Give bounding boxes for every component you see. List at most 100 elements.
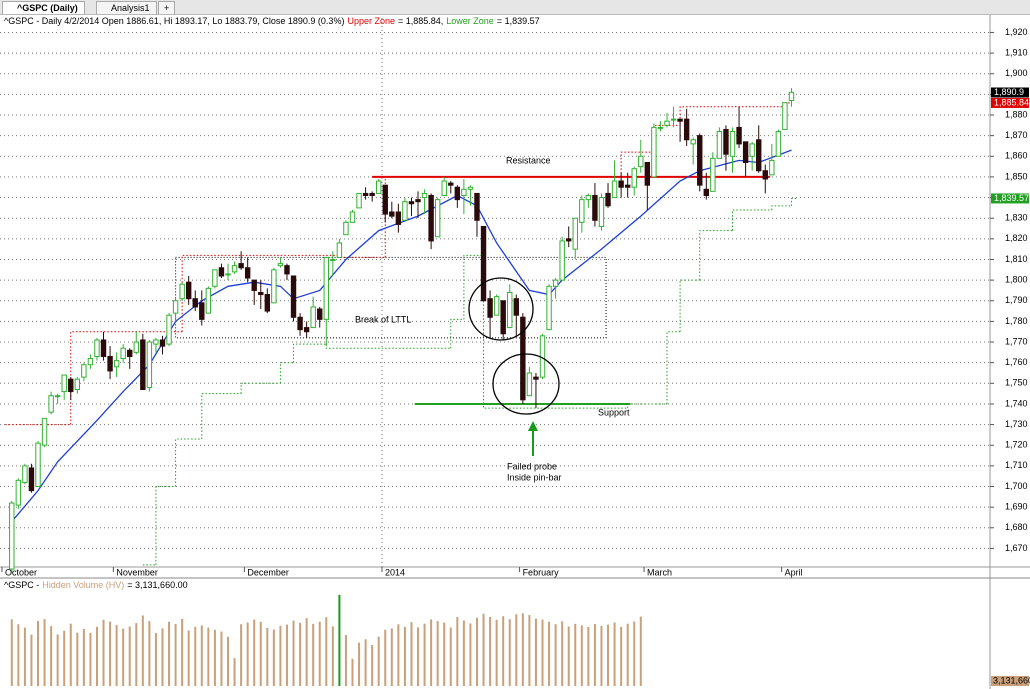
candle-body (579, 199, 585, 223)
volume-bar (102, 619, 105, 686)
lower-zone (279, 362, 294, 384)
volume-bar (279, 625, 282, 686)
tab[interactable]: ^GSPC (Daily) (2, 1, 85, 14)
volume-bar (397, 624, 400, 686)
lower-zone (201, 393, 242, 440)
y-tick-label: 1,870 (1005, 130, 1028, 140)
y-tick-label: 1,790 (1005, 295, 1028, 305)
candle-body (592, 194, 598, 221)
volume-bar (207, 627, 210, 686)
volume-bar (56, 634, 59, 686)
y-tick-label: 1,850 (1005, 171, 1028, 181)
candle-body (68, 378, 74, 393)
candle-body (140, 339, 146, 391)
candle-body (408, 201, 415, 205)
candle-body (310, 306, 316, 329)
candle-body (271, 269, 277, 304)
volume-tag-label: 3,131,660 (993, 675, 1030, 685)
y-tick-label: 1,880 (1005, 109, 1028, 119)
candle-body (644, 161, 651, 186)
candle-body (533, 376, 539, 380)
x-tick-label: October (5, 567, 37, 577)
volume-bar (495, 619, 498, 686)
y-tick-label: 1,680 (1005, 522, 1028, 532)
arrow-head (528, 421, 538, 431)
candle-body (284, 265, 290, 275)
candle-body (199, 302, 205, 320)
candle-body (736, 126, 742, 145)
candle-body (389, 211, 395, 217)
candle-body (369, 192, 375, 196)
y-tick-label: 1,810 (1005, 254, 1028, 264)
lower-zone (790, 197, 799, 206)
candle-body (48, 395, 54, 413)
candle-body (493, 296, 500, 316)
volume-bar (109, 621, 112, 686)
volume-bar (338, 594, 341, 686)
candle-body (225, 273, 231, 276)
volume-bar (259, 621, 262, 686)
candle-body (677, 118, 683, 122)
candle-body (146, 341, 153, 388)
candle-body (782, 102, 788, 130)
annotation-box (175, 256, 607, 339)
lower-zone (293, 343, 327, 363)
y-tick-label: 1,710 (1005, 460, 1028, 470)
volume-bar (95, 626, 98, 686)
annotation: Failed probe (507, 461, 557, 471)
candle-body (87, 358, 94, 366)
y-tick-label: 1,860 (1005, 151, 1028, 161)
candle-body (343, 221, 349, 236)
y-tick-label: 1,800 (1005, 274, 1028, 284)
x-tick-label: April (785, 567, 803, 577)
candle-body (520, 316, 526, 401)
volume-bar (587, 627, 590, 686)
legend-entry: Lower Zone (446, 16, 494, 26)
candle-body (127, 349, 133, 357)
tab[interactable]: Analysis1 (96, 1, 157, 14)
candle-body (297, 316, 303, 331)
candle-body (769, 159, 775, 176)
upper-zone (181, 254, 340, 332)
candle-body (507, 292, 513, 329)
candle-body (434, 199, 441, 238)
volume-bar (567, 626, 570, 686)
candle-body (179, 283, 185, 300)
volume-bar (515, 614, 518, 686)
candle-body (336, 242, 343, 258)
volume-bar (489, 617, 492, 686)
candle-body (546, 285, 552, 331)
candle-body (120, 347, 126, 360)
candle-body (703, 188, 710, 196)
volume-bar (626, 623, 629, 686)
candle-body (454, 186, 461, 201)
upper-zone (679, 106, 785, 126)
y-tick-label: 1,670 (1005, 543, 1028, 553)
candle-body (74, 378, 81, 391)
candle-body (474, 192, 480, 221)
volume-bar (475, 617, 478, 686)
annotation: Inside pin-bar (507, 472, 562, 482)
circle-annotation (492, 353, 560, 415)
candle-body (690, 139, 696, 145)
lower-zone (155, 486, 176, 565)
volume-bar (410, 622, 413, 686)
price-tag-label: 1,885.84 (994, 97, 1029, 107)
candle-body (605, 192, 611, 207)
candle-body (729, 131, 736, 157)
candle-body (81, 364, 87, 378)
candle-body (552, 279, 559, 287)
volume-bar (128, 626, 131, 686)
volume-bar (187, 630, 190, 686)
volume-bar (312, 623, 315, 686)
lower-zone (732, 209, 772, 231)
volume-bar (285, 624, 288, 686)
candle-body (185, 281, 192, 300)
new-tab[interactable]: + (158, 1, 176, 14)
candle-body (290, 275, 297, 318)
candle-body (598, 197, 605, 227)
y-tick-label: 1,760 (1005, 357, 1028, 367)
volume-bar (502, 616, 505, 686)
volume-bar (377, 636, 380, 686)
candle-body (723, 128, 729, 155)
